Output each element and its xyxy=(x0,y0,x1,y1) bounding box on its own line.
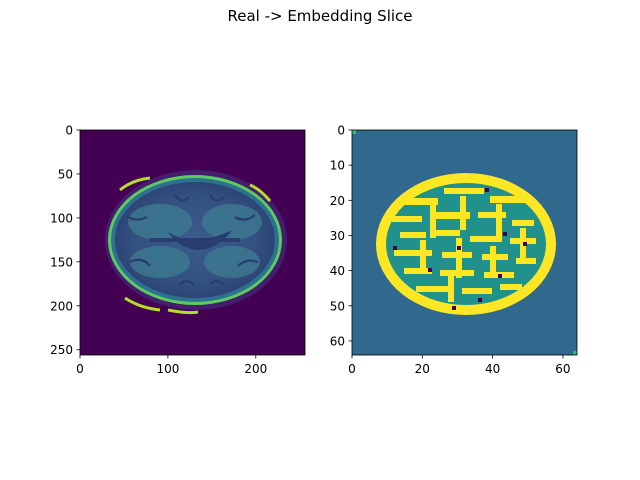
left-bright-spots xyxy=(119,176,272,315)
right-speckles xyxy=(393,188,527,310)
right-y-tick-label: 60 xyxy=(330,334,345,348)
left-panel: 0 100 200 0 50 100 150 200 250 xyxy=(50,124,306,376)
left-y-tick-label: 100 xyxy=(50,211,73,225)
left-y-tick-label: 250 xyxy=(50,343,73,357)
left-wm-4 xyxy=(204,246,260,278)
figure-title: Real -> Embedding Slice xyxy=(227,7,412,25)
left-y-tick-label: 0 xyxy=(65,124,73,138)
left-y-tick-label: 150 xyxy=(50,255,73,269)
left-wm-3 xyxy=(130,246,190,278)
left-wm-1 xyxy=(128,204,192,240)
left-x-tick-label: 0 xyxy=(76,362,84,376)
right-corner-mark xyxy=(352,130,356,134)
right-frame xyxy=(351,129,578,356)
right-y-tick-label: 10 xyxy=(330,159,345,173)
left-image xyxy=(80,130,305,355)
left-sulci xyxy=(124,194,259,286)
left-x-ticks: 0 100 200 xyxy=(76,355,267,376)
right-panel: 0 20 40 60 0 10 20 30 40 50 60 xyxy=(330,124,578,376)
left-y-ticks: 0 50 100 150 200 250 xyxy=(50,124,80,357)
right-x-ticks: 0 20 40 60 xyxy=(348,355,571,376)
right-y-tick-label: 0 xyxy=(337,124,345,138)
left-x-tick-label: 200 xyxy=(244,362,267,376)
right-pattern xyxy=(392,188,536,302)
right-x-tick-label: 20 xyxy=(415,362,430,376)
right-y-tick-label: 50 xyxy=(330,299,345,313)
right-image xyxy=(352,130,577,355)
left-y-tick-label: 50 xyxy=(58,167,73,181)
right-y-tick-label: 40 xyxy=(330,264,345,278)
right-y-tick-label: 30 xyxy=(330,229,345,243)
right-y-tick-label: 20 xyxy=(330,194,345,208)
left-frame xyxy=(79,129,306,356)
right-x-tick-label: 0 xyxy=(348,362,356,376)
left-y-tick-label: 200 xyxy=(50,299,73,313)
right-x-tick-label: 40 xyxy=(485,362,500,376)
left-wm-2 xyxy=(202,204,262,240)
right-corner-mark-2 xyxy=(573,351,577,355)
left-x-tick-label: 100 xyxy=(156,362,179,376)
right-y-ticks: 0 10 20 30 40 50 60 xyxy=(330,124,352,348)
right-x-tick-label: 60 xyxy=(555,362,570,376)
